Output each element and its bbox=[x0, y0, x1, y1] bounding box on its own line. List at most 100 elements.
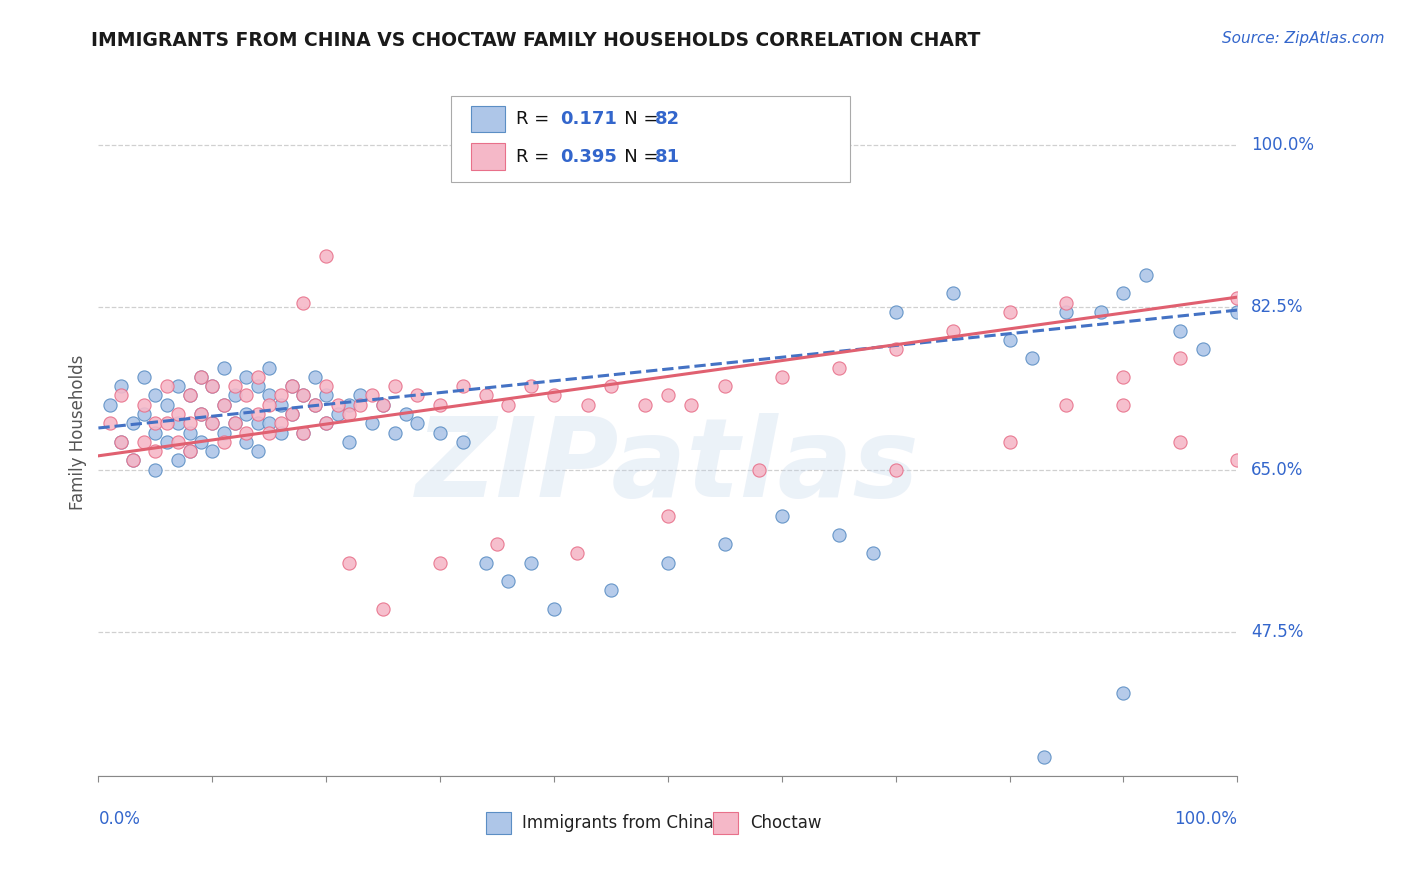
Point bbox=[145, 444, 167, 458]
Point bbox=[246, 417, 269, 431]
Point bbox=[235, 388, 257, 402]
Point bbox=[1226, 453, 1249, 467]
Point bbox=[281, 379, 304, 393]
Point bbox=[121, 453, 143, 467]
Point bbox=[884, 305, 907, 319]
Point bbox=[451, 434, 474, 449]
Point bbox=[326, 407, 349, 421]
FancyBboxPatch shape bbox=[451, 96, 851, 182]
Point bbox=[235, 370, 257, 384]
Bar bbox=[471, 105, 505, 132]
Text: 82: 82 bbox=[655, 110, 681, 128]
Point bbox=[337, 398, 360, 412]
Point bbox=[259, 417, 281, 431]
Point bbox=[145, 425, 167, 440]
Point bbox=[429, 398, 451, 412]
Point bbox=[315, 379, 337, 393]
Point bbox=[371, 398, 394, 412]
Point bbox=[998, 434, 1021, 449]
Point bbox=[132, 370, 155, 384]
Text: 0.0%: 0.0% bbox=[98, 810, 141, 829]
Point bbox=[224, 417, 246, 431]
Point bbox=[167, 407, 190, 421]
Point bbox=[167, 417, 190, 431]
Point bbox=[270, 425, 292, 440]
Point bbox=[337, 434, 360, 449]
Point bbox=[315, 249, 337, 263]
Point bbox=[1112, 286, 1135, 301]
Point bbox=[565, 546, 588, 560]
Point bbox=[201, 417, 224, 431]
Point bbox=[337, 407, 360, 421]
Point bbox=[246, 379, 269, 393]
Point bbox=[474, 556, 496, 570]
Point bbox=[714, 379, 737, 393]
Point bbox=[156, 379, 179, 393]
Point bbox=[201, 379, 224, 393]
Text: Source: ZipAtlas.com: Source: ZipAtlas.com bbox=[1222, 31, 1385, 46]
Point bbox=[600, 379, 623, 393]
Point bbox=[110, 379, 132, 393]
Point bbox=[384, 425, 406, 440]
Point bbox=[292, 425, 315, 440]
Point bbox=[862, 546, 884, 560]
Point bbox=[156, 398, 179, 412]
Point bbox=[942, 324, 965, 338]
Point bbox=[259, 425, 281, 440]
Point bbox=[156, 417, 179, 431]
Point bbox=[1054, 398, 1078, 412]
Text: 100.0%: 100.0% bbox=[1251, 136, 1315, 154]
Point bbox=[145, 417, 167, 431]
Text: R =: R = bbox=[516, 147, 555, 166]
Point bbox=[179, 444, 201, 458]
Point bbox=[657, 556, 679, 570]
Point bbox=[212, 425, 235, 440]
Point bbox=[429, 425, 451, 440]
Text: 47.5%: 47.5% bbox=[1251, 624, 1303, 641]
Point bbox=[1112, 685, 1135, 699]
Text: Immigrants from China: Immigrants from China bbox=[522, 814, 714, 832]
Point bbox=[167, 434, 190, 449]
Point bbox=[828, 527, 851, 541]
Point bbox=[292, 388, 315, 402]
Point bbox=[349, 388, 371, 402]
Point bbox=[1090, 305, 1112, 319]
Point bbox=[543, 602, 565, 616]
Point bbox=[281, 407, 304, 421]
Point bbox=[884, 463, 907, 477]
Point bbox=[246, 444, 269, 458]
Point bbox=[179, 417, 201, 431]
Point bbox=[384, 379, 406, 393]
Point bbox=[201, 444, 224, 458]
Point bbox=[360, 388, 382, 402]
Point bbox=[235, 434, 257, 449]
Point bbox=[179, 444, 201, 458]
Point bbox=[520, 379, 543, 393]
Text: 0.171: 0.171 bbox=[560, 110, 617, 128]
Point bbox=[270, 388, 292, 402]
Point bbox=[1192, 342, 1215, 356]
Point bbox=[429, 556, 451, 570]
Point bbox=[281, 407, 304, 421]
Point bbox=[1054, 295, 1078, 310]
Point bbox=[451, 379, 474, 393]
Point bbox=[132, 407, 155, 421]
Point bbox=[145, 463, 167, 477]
Point bbox=[246, 407, 269, 421]
Text: 100.0%: 100.0% bbox=[1174, 810, 1237, 829]
Point bbox=[520, 556, 543, 570]
Bar bbox=[485, 813, 510, 834]
Point bbox=[371, 602, 394, 616]
Point bbox=[998, 333, 1021, 347]
Point bbox=[770, 370, 793, 384]
Point bbox=[167, 379, 190, 393]
Point bbox=[326, 398, 349, 412]
Point bbox=[292, 425, 315, 440]
Point bbox=[212, 398, 235, 412]
Point bbox=[371, 398, 394, 412]
Point bbox=[486, 537, 509, 551]
Point bbox=[1054, 305, 1078, 319]
Point bbox=[1032, 750, 1054, 764]
Text: 81: 81 bbox=[655, 147, 681, 166]
Point bbox=[748, 463, 770, 477]
